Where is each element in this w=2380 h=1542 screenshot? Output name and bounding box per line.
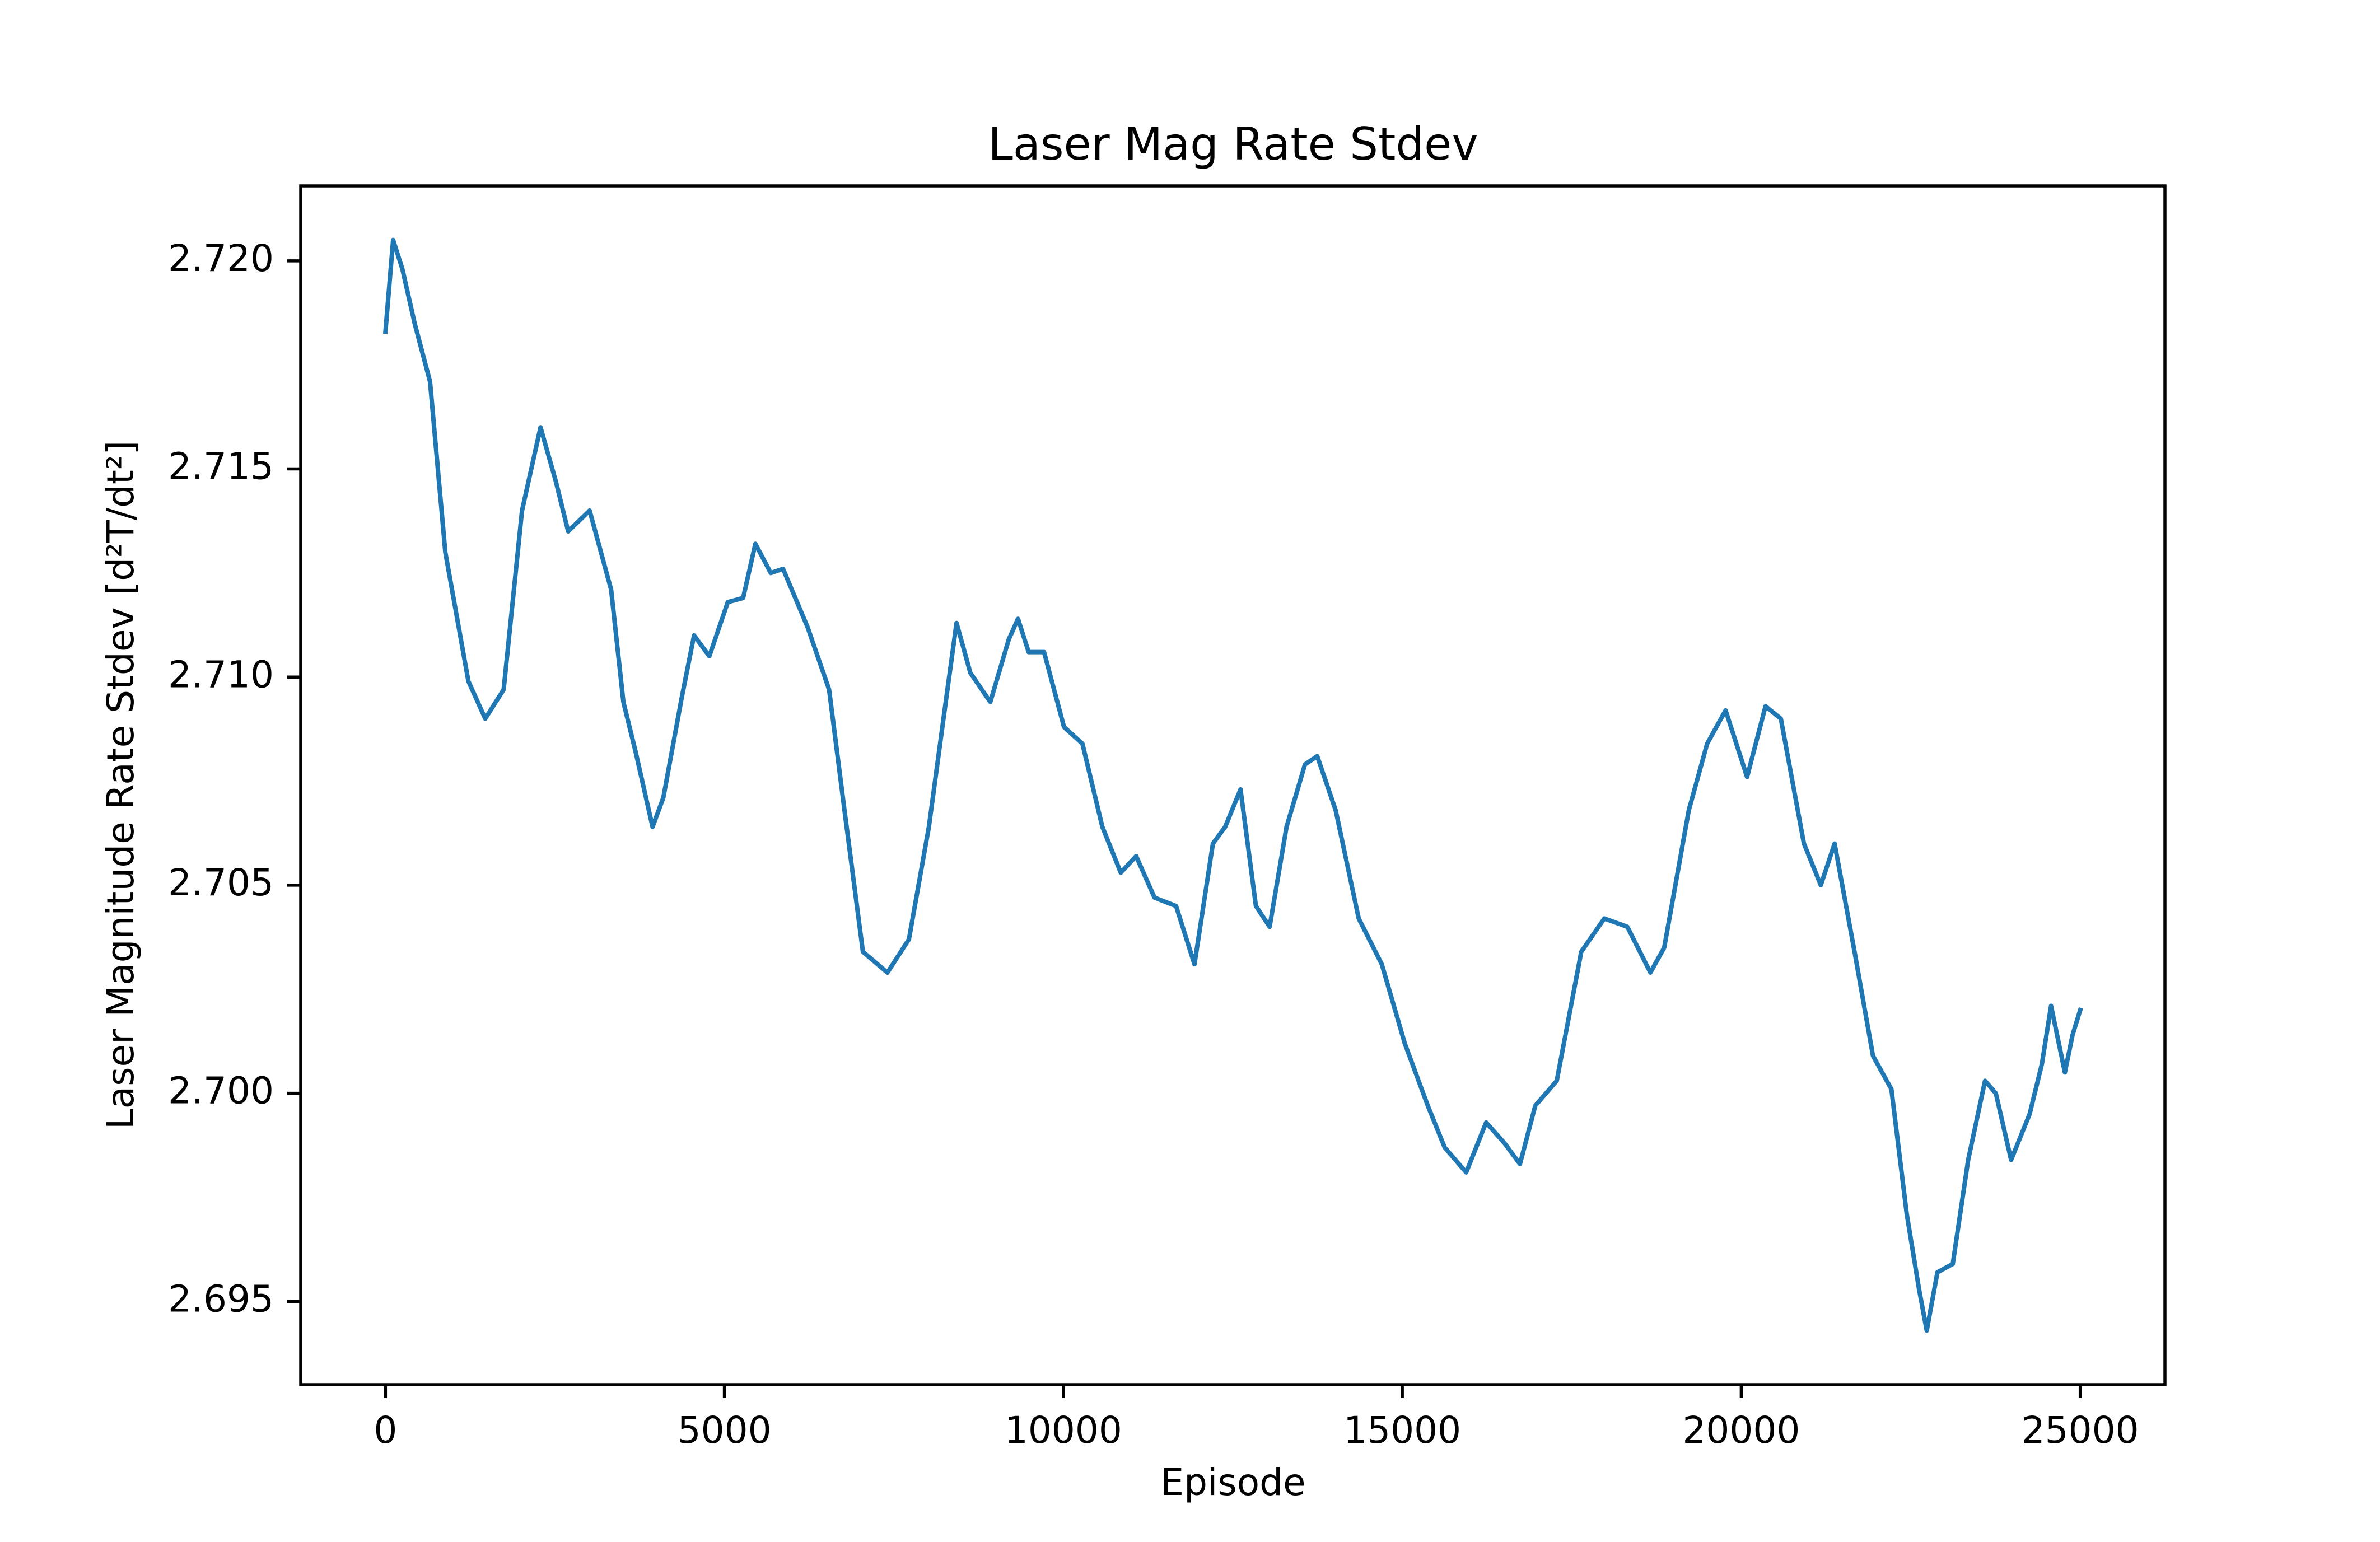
chart-title: Laser Mag Rate Stdev [988,118,1478,170]
y-tick-label: 2.695 [168,1277,274,1320]
plot-frame [299,184,2167,1386]
x-tick-label: 20000 [1682,1409,1800,1452]
data-line [382,237,2083,1333]
y-tick-label: 2.705 [168,861,274,904]
y-axis-label: Laser Magnitude Rate Stdev [d²T/dt²] [99,441,142,1129]
x-tick-label: 0 [374,1409,397,1452]
y-tick-label: 2.720 [168,237,274,280]
x-axis-label: Episode [1160,1461,1305,1504]
x-tick-label: 10000 [1005,1409,1122,1452]
x-tick-label: 25000 [2022,1409,2139,1452]
x-tick-label: 15000 [1343,1409,1461,1452]
y-tick-label: 2.715 [168,445,274,488]
x-tick-label: 5000 [678,1409,772,1452]
y-tick-label: 2.700 [168,1069,274,1113]
y-tick-label: 2.710 [168,653,274,696]
